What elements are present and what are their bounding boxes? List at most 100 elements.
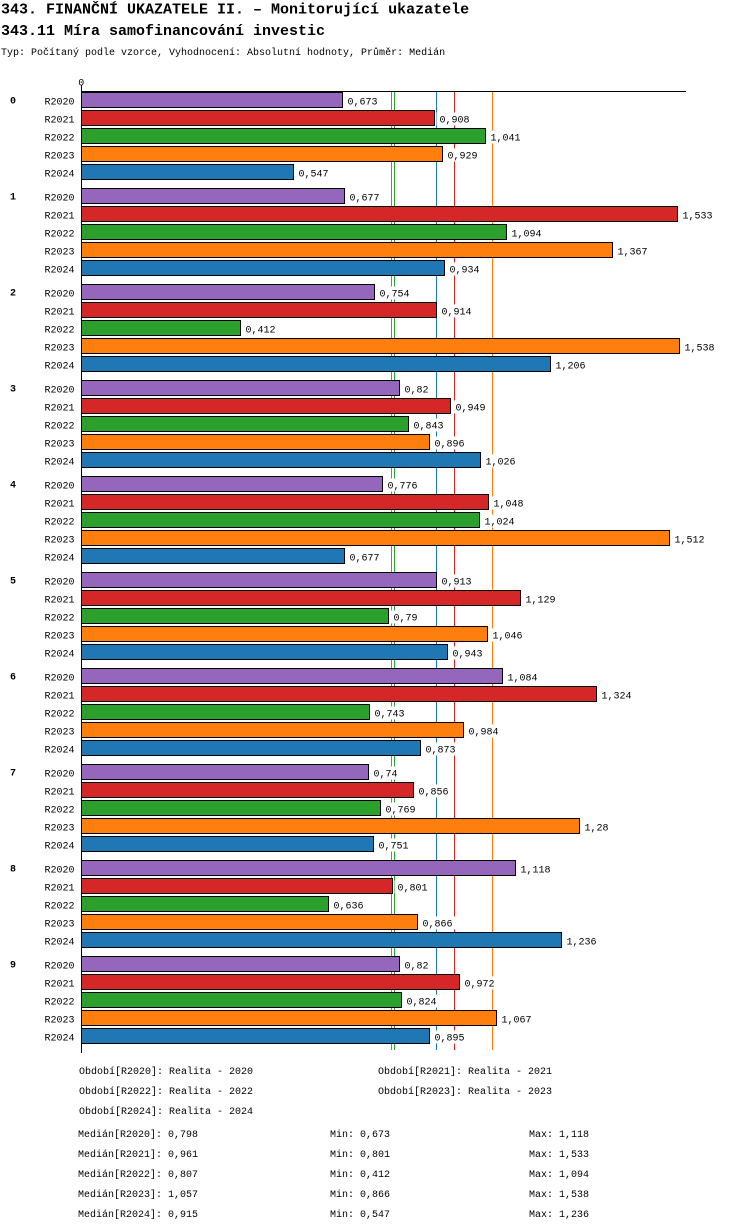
svg-text:1,041: 1,041 [491, 134, 521, 145]
svg-text:1,118: 1,118 [521, 866, 551, 877]
svg-text:0,908: 0,908 [440, 116, 470, 127]
svg-text:R2023: R2023 [44, 440, 74, 451]
svg-text:0,547: 0,547 [299, 170, 329, 181]
svg-text:R2020: R2020 [44, 482, 74, 493]
svg-text:Min: 0,866: Min: 0,866 [330, 1189, 390, 1201]
svg-text:Min: 0,547: Min: 0,547 [330, 1209, 390, 1221]
svg-text:Medián[R2021]: 0,961: Medián[R2021]: 0,961 [78, 1149, 198, 1161]
svg-text:0,751: 0,751 [379, 842, 409, 853]
svg-text:R2021: R2021 [44, 884, 74, 895]
svg-text:Medián[R2023]: 1,057: Medián[R2023]: 1,057 [78, 1189, 198, 1201]
svg-text:0,82: 0,82 [405, 962, 429, 973]
svg-text:0,984: 0,984 [469, 728, 499, 739]
svg-text:1: 1 [10, 193, 16, 204]
svg-text:3: 3 [10, 385, 16, 396]
svg-text:R2021: R2021 [44, 596, 74, 607]
svg-text:R2023: R2023 [44, 824, 74, 835]
svg-text:R2022: R2022 [44, 230, 74, 241]
svg-text:R2022: R2022 [44, 422, 74, 433]
svg-text:0,866: 0,866 [423, 920, 453, 931]
svg-text:R2021: R2021 [44, 404, 74, 415]
svg-text:2: 2 [10, 289, 16, 300]
svg-text:R2022: R2022 [44, 806, 74, 817]
svg-text:Typ: Počítaný podle vzorce, Vy: Typ: Počítaný podle vzorce, Vyhodnocení:… [1, 46, 445, 59]
svg-text:R2020: R2020 [44, 674, 74, 685]
svg-text:1,026: 1,026 [486, 458, 516, 469]
svg-text:R2022: R2022 [44, 518, 74, 529]
svg-text:343.11 Míra samofinancování in: 343.11 Míra samofinancování investic [1, 23, 325, 40]
svg-text:R2022: R2022 [44, 710, 74, 721]
svg-text:R2023: R2023 [44, 1016, 74, 1027]
svg-text:R2023: R2023 [44, 920, 74, 931]
svg-text:Min: 0,673: Min: 0,673 [330, 1129, 390, 1141]
svg-text:R2021: R2021 [44, 788, 74, 799]
svg-text:R2024: R2024 [44, 938, 74, 949]
svg-text:R2021: R2021 [44, 212, 74, 223]
svg-text:R2022: R2022 [44, 134, 74, 145]
svg-text:0: 0 [10, 97, 16, 108]
svg-text:Min: 0,412: Min: 0,412 [330, 1169, 390, 1181]
svg-text:Medián[R2020]: 0,798: Medián[R2020]: 0,798 [78, 1129, 198, 1141]
svg-text:R2023: R2023 [44, 248, 74, 259]
svg-text:0,412: 0,412 [246, 326, 276, 337]
svg-text:1,324: 1,324 [602, 692, 632, 703]
svg-text:R2021: R2021 [44, 308, 74, 319]
svg-text:0,673: 0,673 [348, 98, 378, 109]
svg-text:R2021: R2021 [44, 116, 74, 127]
svg-text:R2020: R2020 [44, 386, 74, 397]
svg-text:Medián[R2022]: 0,807: Medián[R2022]: 0,807 [78, 1169, 198, 1181]
svg-text:Max: 1,094: Max: 1,094 [529, 1170, 589, 1181]
svg-text:Medián[R2024]: 0,915: Medián[R2024]: 0,915 [78, 1209, 198, 1221]
svg-text:R2022: R2022 [44, 902, 74, 913]
svg-text:0,74: 0,74 [374, 770, 398, 781]
svg-text:R2021: R2021 [44, 500, 74, 511]
svg-text:1,084: 1,084 [508, 674, 538, 685]
svg-text:R2023: R2023 [44, 536, 74, 547]
svg-text:0,743: 0,743 [375, 710, 405, 721]
svg-text:0,972: 0,972 [465, 980, 495, 991]
svg-text:0,776: 0,776 [388, 482, 418, 493]
svg-text:0,856: 0,856 [419, 788, 449, 799]
svg-text:R2021: R2021 [44, 980, 74, 991]
svg-text:R2022: R2022 [44, 326, 74, 337]
svg-text:343. FINANČNÍ UKAZATELE II. –: 343. FINANČNÍ UKAZATELE II. – Monitorují… [1, 1, 469, 19]
svg-text:R2024: R2024 [44, 1034, 74, 1045]
svg-text:Max: 1,236: Max: 1,236 [529, 1210, 589, 1221]
svg-text:1,533: 1,533 [683, 212, 713, 223]
svg-text:R2023: R2023 [44, 344, 74, 355]
svg-text:0,934: 0,934 [450, 266, 480, 277]
svg-text:1,236: 1,236 [567, 938, 597, 949]
svg-text:6: 6 [10, 673, 16, 684]
svg-text:0,677: 0,677 [350, 554, 380, 565]
svg-text:0,949: 0,949 [456, 404, 486, 415]
svg-text:Období[R2023]: Realita - 2023: Období[R2023]: Realita - 2023 [378, 1086, 552, 1098]
svg-text:0,769: 0,769 [386, 806, 416, 817]
svg-text:1,024: 1,024 [485, 518, 515, 529]
svg-text:R2024: R2024 [44, 650, 74, 661]
svg-text:1,512: 1,512 [675, 536, 705, 547]
svg-text:0,801: 0,801 [398, 884, 428, 895]
svg-text:9: 9 [10, 961, 16, 972]
svg-text:0,873: 0,873 [426, 746, 456, 757]
svg-text:0,896: 0,896 [435, 440, 465, 451]
svg-text:0,913: 0,913 [442, 578, 472, 589]
svg-text:1,048: 1,048 [494, 500, 524, 511]
svg-text:Období[R2020]: Realita - 2020: Období[R2020]: Realita - 2020 [79, 1066, 253, 1078]
svg-text:0,754: 0,754 [380, 290, 410, 301]
svg-text:R2023: R2023 [44, 632, 74, 643]
svg-text:0,914: 0,914 [442, 308, 472, 319]
svg-text:0,636: 0,636 [334, 902, 364, 913]
svg-text:R2020: R2020 [44, 98, 74, 109]
svg-text:R2022: R2022 [44, 614, 74, 625]
svg-text:R2024: R2024 [44, 458, 74, 469]
svg-text:0,943: 0,943 [453, 650, 483, 661]
svg-text:4: 4 [10, 481, 16, 492]
svg-text:0: 0 [78, 79, 84, 90]
svg-text:Min: 0,801: Min: 0,801 [330, 1149, 390, 1161]
svg-text:R2020: R2020 [44, 962, 74, 973]
svg-text:8: 8 [10, 865, 16, 876]
svg-text:Max: 1,538: Max: 1,538 [529, 1190, 589, 1201]
svg-text:Období[R2024]: Realita - 2024: Období[R2024]: Realita - 2024 [79, 1106, 253, 1118]
svg-text:0,79: 0,79 [394, 614, 418, 625]
svg-text:1,367: 1,367 [618, 248, 648, 259]
